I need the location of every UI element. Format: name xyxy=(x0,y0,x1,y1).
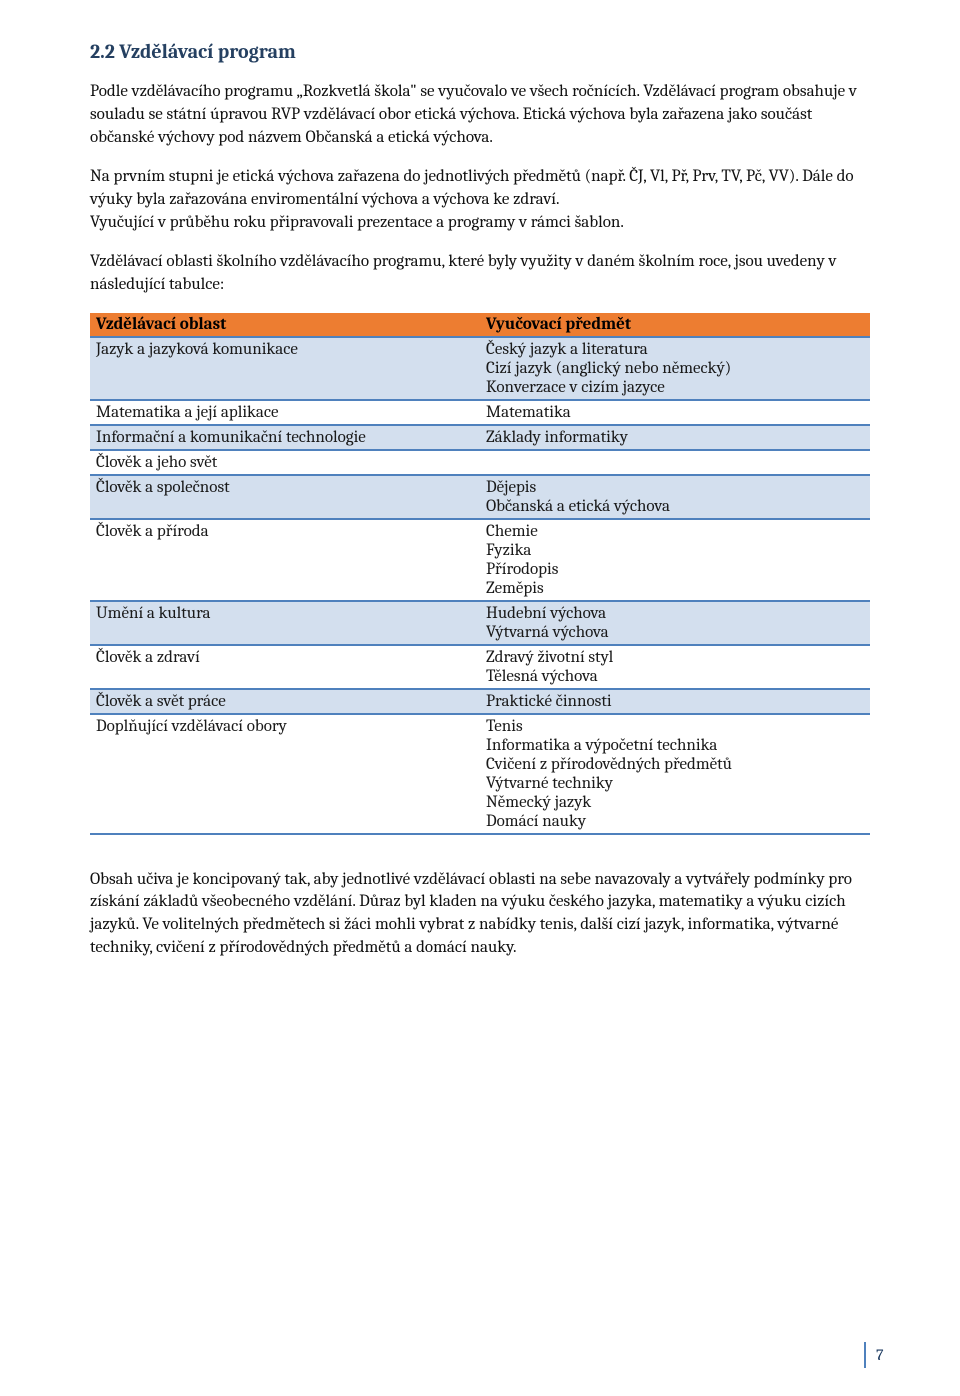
cell-subjects xyxy=(480,450,870,475)
paragraph-3: Vyučující v průběhu roku připravovali pr… xyxy=(90,212,870,235)
subject: Základy informatiky xyxy=(486,428,864,447)
document-page: 2.2 Vzdělávací program Podle vzdělávacíh… xyxy=(0,0,960,1396)
cell-area: Člověk a příroda xyxy=(90,519,480,601)
subject: Tenis xyxy=(486,717,864,736)
paragraph-5: Obsah učiva je koncipovaný tak, aby jedn… xyxy=(90,869,870,961)
cell-subjects: Základy informatiky xyxy=(480,425,870,450)
subject: Výtvarné techniky xyxy=(486,774,864,793)
subject: Přírodopis xyxy=(486,560,864,579)
table-row: Matematika a její aplikace Matematika xyxy=(90,400,870,425)
paragraph-2: Na prvním stupni je etická výchova zařaz… xyxy=(90,166,870,212)
cell-subjects: Matematika xyxy=(480,400,870,425)
cell-area: Člověk a jeho svět xyxy=(90,450,480,475)
cell-subjects: Zdravý životní styl Tělesná výchova xyxy=(480,645,870,689)
cell-area: Člověk a svět práce xyxy=(90,689,480,714)
table-header-row: Vzdělávací oblast Vyučovací předmět xyxy=(90,313,870,337)
cell-area: Informační a komunikační technologie xyxy=(90,425,480,450)
table-row: Člověk a jeho svět xyxy=(90,450,870,475)
cell-subjects: Český jazyk a literatura Cizí jazyk (ang… xyxy=(480,337,870,400)
cell-subjects: Tenis Informatika a výpočetní technika C… xyxy=(480,714,870,834)
subject: Německý jazyk xyxy=(486,793,864,812)
education-areas-table: Vzdělávací oblast Vyučovací předmět Jazy… xyxy=(90,313,870,835)
table-row: Člověk a společnost Dějepis Občanská a e… xyxy=(90,475,870,519)
subject: Fyzika xyxy=(486,541,864,560)
table-row: Umění a kultura Hudební výchova Výtvarná… xyxy=(90,601,870,645)
subject: Chemie xyxy=(486,522,864,541)
cell-area: Doplňující vzdělávací obory xyxy=(90,714,480,834)
subject: Dějepis xyxy=(486,478,864,497)
page-number-value: 7 xyxy=(876,1346,884,1364)
subject: Výtvarná výchova xyxy=(486,623,864,642)
subject: Občanská a etická výchova xyxy=(486,497,864,516)
paragraph-4: Vzdělávací oblasti školního vzdělávacího… xyxy=(90,251,870,297)
subject: Cvičení z přírodovědných předmětů xyxy=(486,755,864,774)
cell-area: Člověk a společnost xyxy=(90,475,480,519)
cell-subjects: Chemie Fyzika Přírodopis Zeměpis xyxy=(480,519,870,601)
table-row: Člověk a příroda Chemie Fyzika Přírodopi… xyxy=(90,519,870,601)
table-row: Člověk a zdraví Zdravý životní styl Těle… xyxy=(90,645,870,689)
subject: Český jazyk a literatura xyxy=(486,340,864,359)
table-header-right: Vyučovací předmět xyxy=(480,313,870,337)
cell-subjects: Hudební výchova Výtvarná výchova xyxy=(480,601,870,645)
table-row: Doplňující vzdělávací obory Tenis Inform… xyxy=(90,714,870,834)
cell-area: Jazyk a jazyková komunikace xyxy=(90,337,480,400)
subject: Zdravý životní styl xyxy=(486,648,864,667)
subject: Tělesná výchova xyxy=(486,667,864,686)
subject: Konverzace v cizím jazyce xyxy=(486,378,864,397)
subject: Matematika xyxy=(486,403,864,422)
paragraph-1: Podle vzdělávacího programu „Rozkvetlá š… xyxy=(90,81,870,150)
cell-area: Člověk a zdraví xyxy=(90,645,480,689)
subject: Cizí jazyk (anglický nebo německý) xyxy=(486,359,864,378)
table-row: Informační a komunikační technologie Zák… xyxy=(90,425,870,450)
cell-area: Matematika a její aplikace xyxy=(90,400,480,425)
section-heading: 2.2 Vzdělávací program xyxy=(90,40,870,63)
table-row: Člověk a svět práce Praktické činnosti xyxy=(90,689,870,714)
subject: Hudební výchova xyxy=(486,604,864,623)
subject: Domácí nauky xyxy=(486,812,864,831)
table-row: Jazyk a jazyková komunikace Český jazyk … xyxy=(90,337,870,400)
table-header-left: Vzdělávací oblast xyxy=(90,313,480,337)
cell-area: Umění a kultura xyxy=(90,601,480,645)
subject: Praktické činnosti xyxy=(486,692,864,711)
cell-subjects: Praktické činnosti xyxy=(480,689,870,714)
page-number: 7 xyxy=(864,1342,910,1368)
subject: Informatika a výpočetní technika xyxy=(486,736,864,755)
cell-subjects: Dějepis Občanská a etická výchova xyxy=(480,475,870,519)
subject: Zeměpis xyxy=(486,579,864,598)
